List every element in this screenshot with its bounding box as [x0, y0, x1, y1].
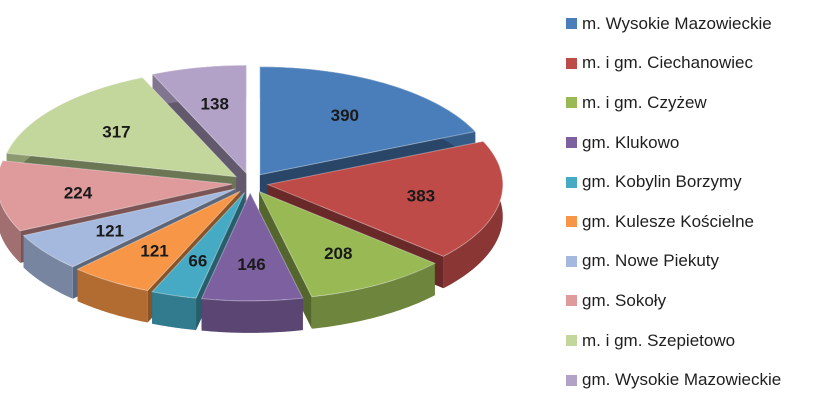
legend-swatch [566, 18, 577, 30]
legend-item: m. i gm. Ciechanowiec [566, 44, 824, 84]
legend-swatch [566, 374, 577, 386]
legend-item: gm. Kulesze Kościelne [566, 202, 824, 242]
legend-label: gm. Kulesze Kościelne [582, 211, 754, 231]
legend-label: gm. Sokoły [582, 290, 667, 310]
slice-value-label: 208 [324, 244, 352, 263]
slice-value-label: 224 [64, 183, 93, 202]
slice-top [22, 188, 236, 268]
legend-item: gm. Klukowo [566, 123, 824, 163]
legend-item: gm. Nowe Piekuty [566, 242, 824, 282]
slice-value-label: 383 [407, 187, 435, 206]
slice-top [258, 190, 437, 298]
legend-swatch [566, 255, 577, 267]
pie-slice [266, 140, 504, 289]
legend-label: gm. Klukowo [582, 132, 680, 152]
slice-outer-wall [201, 298, 303, 333]
slice-top [151, 192, 246, 299]
slice-value-label: 121 [140, 242, 168, 261]
legend-item: m. i gm. Szepietowo [566, 321, 824, 361]
legend-label: m. i gm. Ciechanowiec [582, 53, 754, 73]
slice-outer-wall [0, 160, 21, 263]
legend-label: gm. Wysokie Mazowieckie [582, 370, 782, 390]
slice-value-label: 66 [188, 251, 207, 270]
slice-top [259, 66, 477, 176]
legend-swatch [566, 97, 577, 109]
slice-top [76, 190, 241, 292]
value-labels: 390 383 208 146 66 121 121 224 317 138 [64, 95, 435, 275]
legend-swatch [566, 335, 577, 347]
slice-top [5, 77, 238, 178]
legend-item: m. Wysokie Mazowieckie [566, 4, 824, 44]
slice-outer-wall [23, 235, 73, 299]
slice-top [266, 140, 504, 257]
legend-label: m. Wysokie Mazowieckie [582, 13, 772, 33]
legend-label: m. i gm. Czyżew [582, 92, 707, 112]
slice-outer-wall [152, 291, 197, 331]
slices-group [0, 64, 504, 333]
legend-item: gm. Sokoły [566, 281, 824, 321]
slice-value-label: 146 [237, 255, 265, 274]
legend-swatch [566, 216, 577, 228]
pie-slice [200, 191, 304, 333]
legend-label: gm. Nowe Piekuty [582, 251, 719, 271]
slice-top [151, 64, 247, 175]
legend-label: gm. Kobylin Borzymy [582, 172, 742, 192]
slice-outer-wall [77, 269, 148, 323]
legend-swatch [566, 57, 577, 69]
slice-value-label: 138 [201, 95, 229, 114]
legend-swatch [566, 295, 577, 307]
slice-value-label: 317 [102, 122, 130, 141]
slice-top [0, 160, 233, 232]
legend-label: m. i gm. Szepietowo [582, 330, 736, 350]
slice-value-label: 390 [331, 106, 359, 125]
slice-top [200, 191, 304, 302]
legend-swatch [566, 137, 577, 149]
slice-value-label: 121 [96, 222, 124, 241]
slice-outer-wall [311, 263, 435, 329]
pie-chart: 390 383 208 146 66 121 121 224 317 138 [0, 64, 504, 333]
legend-item: m. i gm. Czyżew [566, 83, 824, 123]
legend-item: gm. Wysokie Mazowieckie [566, 360, 824, 400]
pie-slice [258, 190, 437, 329]
legend-item: gm. Kobylin Borzymy [566, 162, 824, 202]
legend-swatch [566, 176, 577, 188]
legend: m. Wysokie Mazowieckie m. i gm. Ciechanow… [566, 4, 824, 400]
